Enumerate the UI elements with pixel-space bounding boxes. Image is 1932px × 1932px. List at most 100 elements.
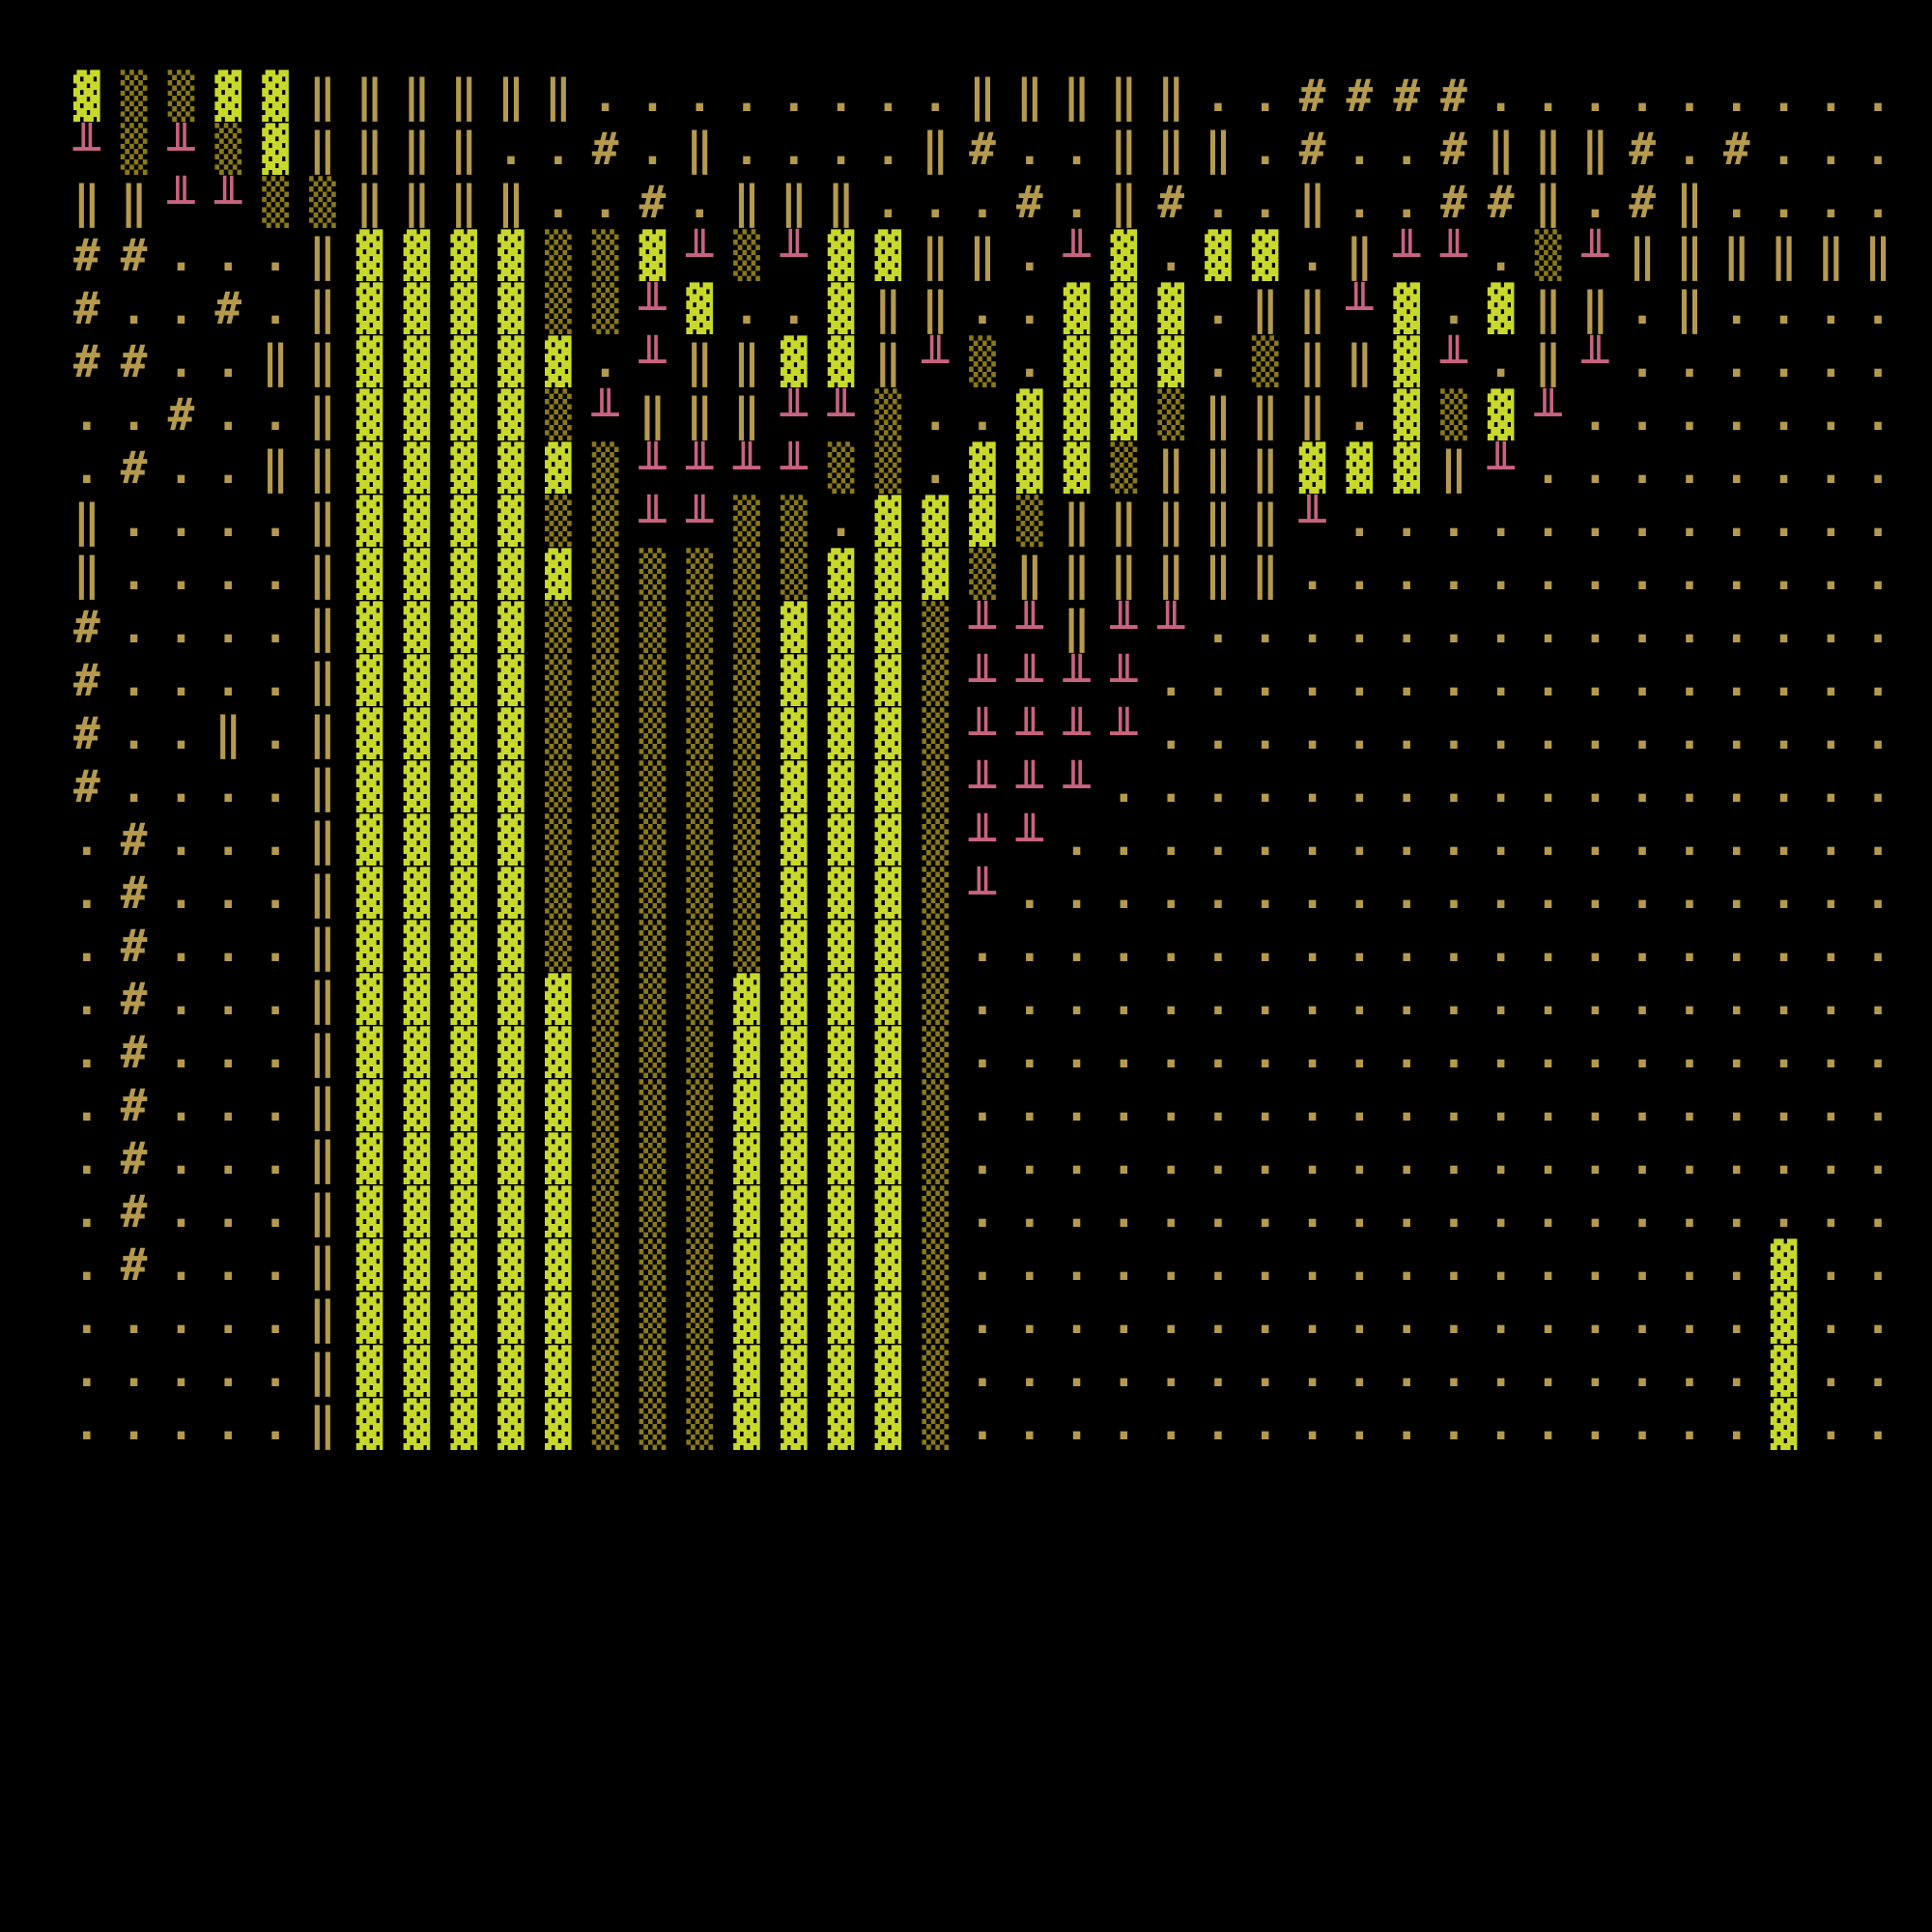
dot-mark: . — [1676, 973, 1703, 1025]
dot-mark: . — [262, 601, 289, 653]
dot-mark: . — [1063, 1398, 1091, 1450]
dot-mark: . — [1251, 1185, 1279, 1237]
double-pipe-icon: ‖ — [1534, 176, 1562, 228]
dense-shade-block: ▓ — [733, 1079, 760, 1131]
double-pipe-icon: ‖ — [686, 123, 714, 175]
dense-shade-block: ▓ — [403, 441, 431, 494]
cross-mark-icon: ╨ — [639, 441, 667, 494]
dot-mark: . — [262, 388, 289, 440]
dot-mark: . — [73, 1398, 100, 1450]
cross-mark-icon: ╨ — [1534, 388, 1562, 440]
dot-mark: . — [214, 1238, 242, 1291]
dense-shade-block: ▓ — [874, 548, 902, 600]
dot-mark: . — [214, 495, 242, 547]
dense-shade-block: ▓ — [780, 1398, 808, 1450]
dot-mark: . — [1722, 495, 1750, 547]
dot-mark: . — [1205, 973, 1232, 1025]
dot-mark: . — [73, 813, 100, 866]
dot-mark: . — [1393, 1398, 1421, 1450]
matrix-row: #.... ‖ ▓ ▓ ▓ ▓ ▒ ▒ ▒ ▒ ▒ ▓ ▓ ▓ ▒ ╨ ╨ ╨................. — [73, 760, 1912, 813]
dense-shade-block: ▓ — [827, 1345, 855, 1397]
dense-shade-block: ▓ — [544, 1345, 572, 1397]
dot-mark: . — [73, 1026, 100, 1078]
double-pipe-icon: ‖ — [262, 441, 289, 494]
dense-shade-block: ▓ — [497, 1238, 525, 1291]
cross-mark-icon: ╨ — [1015, 707, 1043, 759]
dot-mark: . — [167, 495, 195, 547]
dot-mark: . — [214, 441, 242, 494]
dot-mark: . — [1346, 813, 1374, 866]
double-pipe-icon: ‖ — [1534, 282, 1562, 334]
dense-shade-block: ▓ — [355, 1345, 384, 1397]
medium-shade-block: ▒ — [591, 495, 619, 547]
dot-mark: . — [1063, 1132, 1091, 1184]
dot-mark: . — [1629, 548, 1656, 600]
double-pipe-icon: ‖ — [733, 176, 760, 228]
hash-mark-icon: # — [73, 601, 100, 653]
dot-mark: . — [1298, 601, 1326, 653]
dense-shade-block: ▓ — [733, 1185, 760, 1237]
dot-mark: . — [1770, 388, 1798, 440]
dense-shade-block: ▓ — [403, 282, 431, 334]
dot-mark: . — [1205, 1398, 1232, 1450]
double-pipe-icon: ‖ — [308, 1132, 336, 1184]
dot-mark: . — [1817, 867, 1845, 919]
dot-mark: . — [1487, 707, 1515, 759]
dot-mark: . — [1251, 760, 1279, 812]
dot-mark: . — [1015, 920, 1043, 972]
dense-shade-block: ▓ — [544, 973, 572, 1025]
cross-mark-icon: ╨ — [1440, 335, 1467, 387]
dot-mark: . — [120, 1292, 148, 1344]
dot-mark: . — [544, 123, 572, 175]
dot-mark: . — [1205, 1345, 1232, 1397]
medium-shade-block: ▒ — [686, 1185, 714, 1237]
dot-mark: . — [1817, 548, 1845, 600]
dot-mark: . — [1487, 548, 1515, 600]
medium-shade-block: ▒ — [120, 70, 148, 122]
cross-mark-icon: ╨ — [214, 176, 242, 228]
dot-mark: . — [497, 123, 525, 175]
dense-shade-block: ▓ — [874, 1398, 902, 1450]
dot-mark: . — [120, 760, 148, 812]
dot-mark: . — [1864, 1398, 1891, 1450]
dense-shade-block: ▓ — [874, 1292, 902, 1344]
dot-mark: . — [1205, 70, 1232, 122]
medium-shade-block: ▒ — [639, 1238, 667, 1291]
hash-mark-icon: # — [120, 1026, 148, 1078]
dense-shade-block: ▓ — [403, 548, 431, 600]
dense-shade-block: ▓ — [450, 601, 478, 653]
double-pipe-icon: ‖ — [308, 867, 336, 919]
double-pipe-icon: ‖ — [1629, 229, 1656, 281]
dense-shade-block: ▓ — [497, 654, 525, 706]
dot-mark: . — [1581, 1238, 1609, 1291]
dense-shade-block: ▓ — [780, 707, 808, 759]
dot-mark: . — [1676, 1026, 1703, 1078]
dot-mark: . — [969, 388, 996, 440]
double-pipe-icon: ‖ — [1251, 495, 1279, 547]
hash-mark-icon: # — [1440, 123, 1467, 175]
dot-mark: . — [1251, 867, 1279, 919]
double-pipe-icon: ‖ — [1346, 335, 1374, 387]
cross-mark-icon: ╨ — [167, 123, 195, 175]
dot-mark: . — [1157, 654, 1185, 706]
dot-mark: . — [1676, 760, 1703, 812]
dot-mark: . — [262, 867, 289, 919]
dot-mark: . — [214, 760, 242, 812]
dense-shade-block: ▓ — [827, 548, 855, 600]
medium-shade-block: ▒ — [780, 548, 808, 600]
double-pipe-icon: ‖ — [1817, 229, 1845, 281]
matrix-row: . #... ‖ ▓ ▓ ▓ ▓ ▒ ▒ ▒ ▒ ▒ ▓ ▓ ▓ ▒ ╨ ╨.................. — [73, 813, 1912, 867]
dot-mark: . — [1251, 920, 1279, 972]
double-pipe-icon: ‖ — [308, 1238, 336, 1291]
double-pipe-icon: ‖ — [308, 1026, 336, 1078]
dot-mark: . — [1063, 1238, 1091, 1291]
dense-shade-block: ▓ — [355, 1132, 384, 1184]
dense-shade-block: ▓ — [827, 1132, 855, 1184]
dot-mark: . — [1864, 282, 1891, 334]
dot-mark: . — [1015, 282, 1043, 334]
dot-mark: . — [1393, 867, 1421, 919]
dot-mark: . — [167, 1026, 195, 1078]
dot-mark: . — [1722, 1398, 1750, 1450]
dot-mark: . — [1864, 867, 1891, 919]
dot-mark: . — [262, 548, 289, 600]
